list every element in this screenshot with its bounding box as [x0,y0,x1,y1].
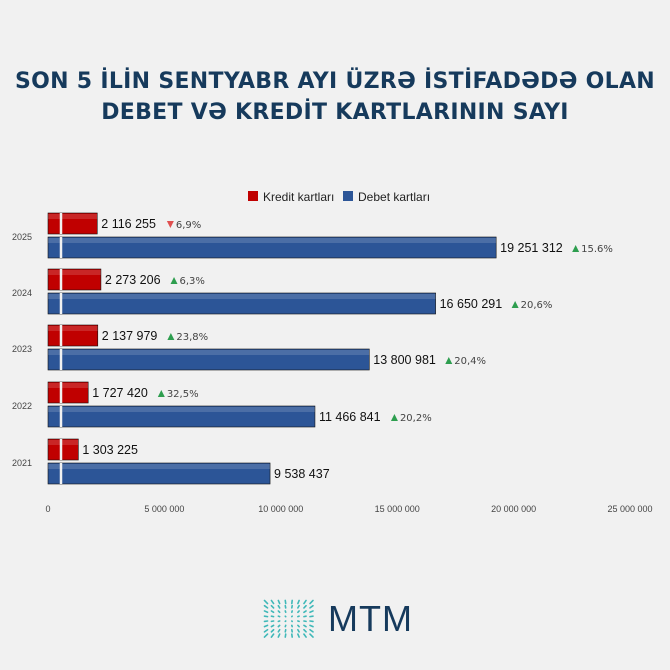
change-label: 32,5% [167,389,199,400]
bar-highlight [48,383,89,388]
legend-swatch [343,191,353,201]
bar-highlight [48,326,98,331]
year-label: 2021 [12,458,32,468]
triangle-up-icon [572,245,580,252]
value-label: 2 137 979 [102,329,158,343]
mtm-logo: MTM [262,598,413,640]
change-label: 20,6% [521,300,553,311]
debet-bar-2021 [47,462,271,485]
x-tick-label: 10 000 000 [258,504,303,514]
legend-label: Kredit kartları [263,190,334,204]
change-label: 6,9% [176,220,201,231]
triangle-up-icon [170,277,178,284]
legend-label: Debet kartları [358,190,430,204]
triangle-up-icon [167,333,175,340]
value-label: 1 303 225 [82,443,138,457]
bars: 2025 2 116 255 6,9% 19 251 312 15.6% 2024 2 27… [12,212,613,485]
change-label: 20,2% [400,413,432,424]
triangle-up-icon [511,301,519,308]
value-label: 19 251 312 [500,241,563,255]
value-label: 2 273 206 [105,273,161,287]
change-label: 6,3% [180,276,205,287]
debet-bar-2023 [47,348,370,371]
logo-mark-icon [263,599,314,638]
value-label: 11 466 841 [319,410,381,424]
debet-bar-2022 [47,405,316,428]
bar-highlight [48,238,497,243]
kredit-bar-2021 [47,438,79,461]
value-label: 1 727 420 [92,386,148,400]
bar-highlight [48,464,271,469]
change-label: 20,4% [454,356,486,367]
bar-highlight [48,440,79,445]
value-label: 16 650 291 [440,297,503,311]
triangle-down-icon [166,221,174,228]
year-label: 2024 [12,288,32,298]
x-tick-label: 0 [45,504,50,514]
bar-highlight [48,407,315,412]
debet-bar-2025 [47,236,497,259]
triangle-up-icon [157,390,165,397]
triangle-up-icon [445,357,453,364]
chart-title: SON 5 İLİN SENTYABR AYI ÜZRƏ İSTİFADƏDƏ … [14,69,655,125]
debet-bar-2024 [47,292,436,315]
legend: Kredit kartları Debet kartları [248,190,430,204]
year-label: 2022 [12,401,32,411]
logo-text: MTM [328,598,413,639]
bar-highlight [48,350,370,355]
x-tick-label: 15 000 000 [375,504,420,514]
x-tick-label: 20 000 000 [491,504,536,514]
x-axis: 0 5 000 000 10 000 000 15 000 000 20 000 000… [45,504,652,514]
bar-highlight [48,214,98,219]
kredit-bar-2022 [47,381,89,404]
value-label: 13 800 981 [373,353,436,367]
bar-highlight [48,294,436,299]
legend-swatch [248,191,258,201]
x-tick-label: 5 000 000 [144,504,184,514]
value-label: 2 116 255 [101,217,156,231]
year-label: 2025 [12,232,32,242]
triangle-up-icon [390,414,398,421]
change-label: 23,8% [176,332,208,343]
year-label: 2023 [12,344,32,354]
x-tick-label: 25 000 000 [607,504,652,514]
change-label: 15.6% [581,244,613,255]
value-label: 9 538 437 [274,467,330,481]
bar-highlight [48,270,101,275]
